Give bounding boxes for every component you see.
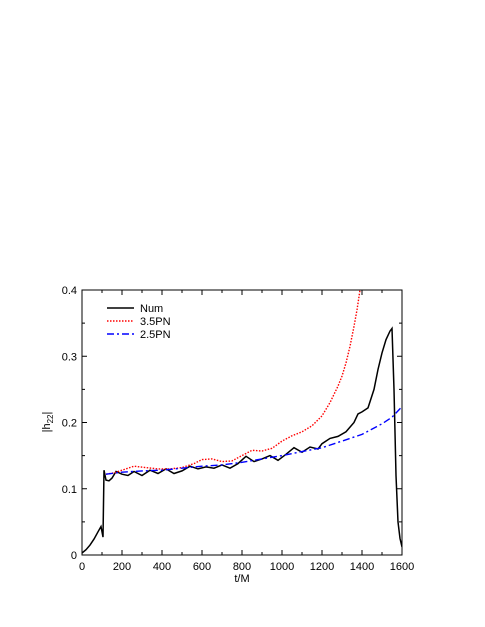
- x-axis: 0 200 400 600 800 1000 1200 1400 1600: [79, 290, 414, 573]
- y-tick-label: 0.3: [62, 351, 77, 363]
- y-axis-label-main: |h: [41, 423, 53, 432]
- x-tick-label: 1200: [310, 561, 334, 573]
- x-tick-label: 1600: [390, 561, 414, 573]
- x-tick-label: 600: [193, 561, 211, 573]
- y-axis-label: |h22|: [41, 412, 55, 433]
- y-tick-label: 0.4: [62, 285, 77, 297]
- series-line-2-5pn: [105, 406, 402, 475]
- series-line-3-5pn: [105, 290, 361, 475]
- y-tick-label: 0.1: [62, 484, 77, 496]
- x-axis-label: t/M: [234, 573, 249, 585]
- y-tick-label: 0.2: [62, 418, 77, 430]
- series-line-num: [82, 326, 402, 554]
- legend-label-3-5pn: 3.5PN: [140, 316, 171, 328]
- y-axis: 0 0.1 0.2 0.3 0.4: [62, 285, 402, 562]
- series-layer: [82, 290, 402, 554]
- y-axis-label-subscript: 22: [46, 414, 55, 423]
- x-tick-label: 1400: [350, 561, 374, 573]
- y-tick-label: 0: [71, 550, 77, 562]
- x-tick-label: 400: [153, 561, 171, 573]
- legend-label-num: Num: [140, 303, 163, 315]
- y-axis-label-end: |: [41, 412, 53, 415]
- x-tick-label: 200: [113, 561, 131, 573]
- x-tick-label: 1000: [270, 561, 294, 573]
- x-tick-label: 800: [233, 561, 251, 573]
- legend-label-2-5pn: 2.5PN: [140, 329, 171, 341]
- x-tick-label: 0: [79, 561, 85, 573]
